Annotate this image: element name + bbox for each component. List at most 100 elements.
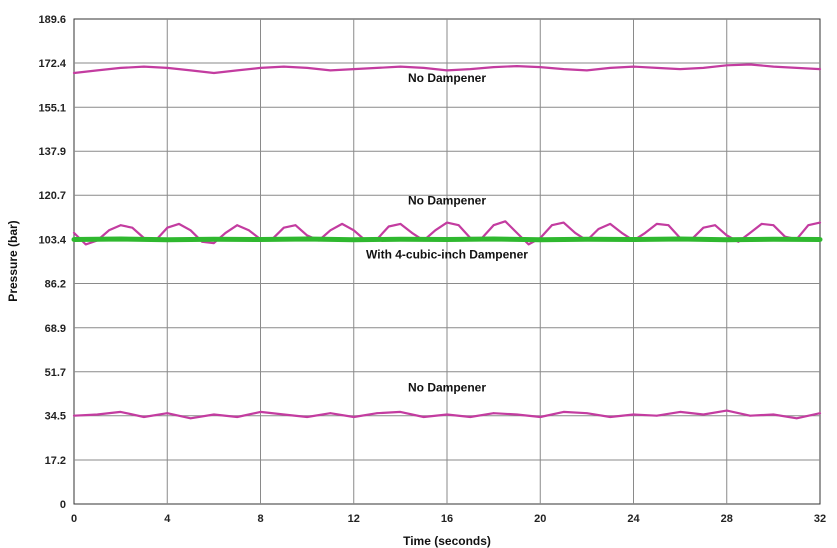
y-tick-label: 17.2: [45, 455, 66, 467]
data-point: [212, 238, 215, 241]
data-point: [597, 228, 600, 230]
x-tick-label: 8: [257, 513, 263, 525]
data-point: [259, 66, 262, 69]
data-point: [166, 226, 169, 229]
data-point: [422, 416, 425, 418]
data-point: [96, 69, 99, 72]
data-point: [492, 238, 495, 240]
data-point: [306, 234, 309, 237]
data-point: [585, 69, 588, 72]
data-point: [282, 65, 285, 68]
data-point: [212, 72, 215, 74]
x-tick-label: 20: [534, 513, 546, 525]
annotations: No Dampener No Dampener With 4-cubic-inch …: [366, 71, 528, 395]
data-point: [632, 65, 635, 68]
data-point: [632, 413, 635, 416]
data-point: [772, 238, 775, 241]
data-point: [73, 231, 75, 234]
data-point: [819, 68, 821, 71]
data-point: [819, 238, 821, 241]
data-point: [329, 412, 332, 415]
y-tick-label: 51.7: [45, 367, 66, 379]
data-point: [609, 66, 612, 69]
annotation-label: No Dampener: [408, 380, 486, 394]
data-point: [772, 65, 775, 68]
data-point: [655, 66, 658, 69]
y-tick-label: 155.1: [38, 102, 66, 114]
data-point: [562, 221, 565, 224]
data-point: [819, 412, 821, 415]
data-point: [119, 238, 122, 240]
data-point: [352, 416, 355, 418]
x-tick-label: 32: [814, 513, 826, 525]
data-point: [166, 238, 169, 241]
data-point: [178, 222, 180, 225]
data-point: [772, 224, 775, 227]
data-point: [236, 224, 239, 227]
data-point: [585, 412, 588, 415]
data-point: [655, 414, 658, 417]
data-point: [702, 66, 705, 69]
data-point: [749, 63, 751, 66]
y-tick-labels: 0 17.2 34.5 51.7 68.9 86.2 103.4 120.7 137.9 155.…: [38, 14, 66, 511]
data-point: [725, 409, 728, 412]
data-point: [224, 231, 227, 234]
data-point: [399, 65, 402, 68]
data-point: [376, 412, 378, 415]
data-point: [143, 65, 145, 68]
data-point: [446, 69, 448, 72]
data-point: [492, 66, 495, 68]
x-tick-label: 12: [348, 513, 360, 525]
data-point: [807, 224, 810, 227]
data-point: [376, 66, 378, 69]
data-point: [131, 226, 134, 229]
data-point: [609, 416, 612, 418]
annotation-label: With 4-cubic-inch Dampener: [366, 247, 528, 261]
data-point: [422, 66, 425, 69]
data-point: [236, 69, 239, 72]
data-point: [329, 69, 332, 72]
data-point: [527, 243, 530, 246]
data-point: [212, 413, 215, 416]
data-point: [539, 66, 542, 68]
data-point: [119, 411, 122, 413]
data-point: [166, 66, 169, 69]
data-point: [247, 229, 250, 232]
x-tick-label: 16: [441, 513, 453, 525]
data-point: [73, 414, 75, 417]
data-point: [282, 226, 285, 229]
data-point: [282, 413, 285, 416]
y-axis-title: Pressure (bar): [6, 220, 20, 301]
data-point: [679, 238, 682, 240]
data-point: [411, 231, 413, 234]
x-axis-title: Time (seconds): [403, 534, 491, 548]
data-point: [795, 417, 798, 420]
data-point: [119, 224, 122, 227]
data-point: [539, 238, 542, 241]
annotation-label: No Dampener: [408, 194, 486, 208]
data-point: [189, 417, 192, 420]
data-point: [760, 222, 763, 225]
data-point: [632, 238, 635, 241]
data-point: [492, 224, 495, 227]
data-point: [504, 220, 507, 223]
y-tick-label: 0: [60, 499, 66, 511]
data-point: [434, 229, 437, 232]
data-point: [551, 224, 553, 227]
data-point: [399, 238, 402, 241]
data-point: [516, 231, 518, 234]
data-point: [236, 416, 239, 418]
x-tick-label: 0: [71, 513, 77, 525]
data-point: [259, 238, 262, 241]
data-point: [457, 224, 460, 227]
series-group: [71, 63, 823, 420]
data-point: [119, 66, 122, 69]
data-point: [143, 416, 145, 418]
data-point: [166, 412, 169, 415]
data-point: [84, 243, 87, 246]
data-point: [714, 224, 716, 227]
y-tick-label: 103.4: [38, 235, 66, 247]
data-point: [387, 225, 390, 228]
data-point: [189, 229, 192, 232]
